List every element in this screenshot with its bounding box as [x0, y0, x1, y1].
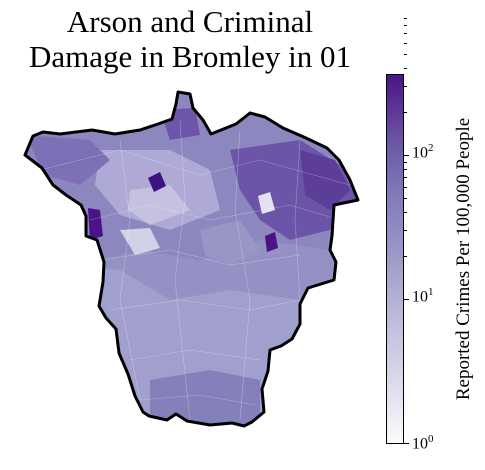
colorbar-minor-tick — [404, 86, 407, 87]
colorbar-axis-label-text: Reported Crimes Per 100,000 People — [453, 117, 474, 401]
colorbar-tick-label-100-exp: 2 — [428, 142, 434, 154]
colorbar-minor-tick — [404, 68, 407, 69]
colorbar-minor-tick — [404, 198, 407, 199]
colorbar-minor-tick — [404, 43, 407, 44]
map-title-line-1: Arson and Criminal — [66, 4, 314, 39]
colorbar-tick-label-1-exp: 0 — [428, 433, 434, 445]
colorbar — [386, 74, 404, 444]
map-title: Arson and Criminal Damage in Bromley in … — [0, 4, 380, 74]
colorbar-tick-label-1: 100 — [412, 433, 434, 453]
borough-boundary — [23, 90, 360, 428]
colorbar-minor-tick — [404, 112, 407, 113]
colorbar-minor-tick — [404, 187, 407, 188]
colorbar-minor-tick — [404, 162, 407, 163]
colorbar-minor-tick — [404, 177, 407, 178]
colorbar-minor-tick — [404, 169, 407, 170]
colorbar-minor-tick — [404, 54, 407, 55]
colorbar-tick-10 — [404, 299, 409, 300]
colorbar-tick-label-10: 101 — [412, 286, 434, 306]
colorbar-minor-tick — [404, 256, 407, 257]
colorbar-tick-label-1-base: 10 — [412, 435, 428, 453]
colorbar-tick-label-10-exp: 1 — [428, 286, 434, 298]
map-title-line-2: Damage in Bromley in 01 — [29, 39, 351, 74]
colorbar-minor-tick — [404, 230, 407, 231]
colorbar-tick-label-100: 102 — [412, 142, 434, 162]
colorbar-tick-label-100-base: 10 — [412, 144, 428, 162]
colorbar-minor-tick — [404, 18, 407, 19]
colorbar-tick-100 — [404, 155, 409, 156]
borough-fill — [25, 92, 358, 426]
colorbar-minor-tick — [404, 33, 407, 34]
colorbar-minor-tick — [404, 25, 407, 26]
colorbar-tick-1 — [404, 443, 409, 444]
colorbar-tick-label-10-base: 10 — [412, 288, 428, 306]
colorbar-minor-tick — [404, 212, 407, 213]
